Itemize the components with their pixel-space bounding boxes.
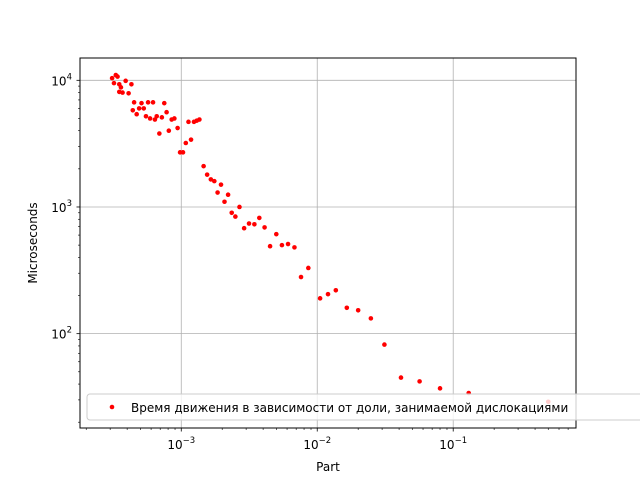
data-point xyxy=(208,177,214,182)
legend-box xyxy=(86,393,640,421)
data-point xyxy=(197,117,202,122)
data-point xyxy=(123,78,128,84)
data-point xyxy=(186,119,191,125)
data-point xyxy=(147,116,153,121)
axes-frame xyxy=(79,57,577,429)
y-axis-label: Microseconds xyxy=(26,202,40,283)
data-point xyxy=(222,199,227,205)
data-point xyxy=(325,291,331,297)
data-point xyxy=(225,192,231,198)
data-point xyxy=(233,214,238,219)
data-point xyxy=(229,210,235,216)
data-point xyxy=(136,106,142,111)
data-point xyxy=(139,100,144,106)
data-point xyxy=(118,85,124,90)
data-point xyxy=(126,90,131,96)
data-point xyxy=(298,274,304,280)
data-point xyxy=(183,140,189,146)
data-point xyxy=(368,316,374,321)
data-point xyxy=(398,375,404,380)
data-point xyxy=(306,265,311,271)
data-point xyxy=(134,111,139,117)
x-tick-label: 10−2 xyxy=(303,436,331,452)
data-point xyxy=(257,215,262,221)
data-point xyxy=(344,305,350,311)
y-tick-label: 102 xyxy=(51,326,72,342)
data-point xyxy=(201,163,206,169)
data-point xyxy=(130,107,136,113)
data-point xyxy=(437,386,443,391)
data-point xyxy=(279,242,285,248)
data-point xyxy=(285,241,291,247)
data-point xyxy=(355,307,361,313)
data-point xyxy=(274,231,279,237)
data-point xyxy=(145,100,151,105)
x-tick-label: 10−1 xyxy=(439,436,467,452)
data-point xyxy=(317,296,323,301)
data-point xyxy=(180,150,186,155)
x-tick-label: 10−3 xyxy=(167,436,195,452)
data-point xyxy=(129,81,134,87)
data-point xyxy=(115,74,120,79)
data-point xyxy=(212,178,217,184)
data-point xyxy=(252,221,257,227)
data-point xyxy=(109,75,115,81)
data-point xyxy=(131,100,137,105)
data-point xyxy=(204,172,210,177)
data-point xyxy=(164,109,169,115)
data-point xyxy=(172,116,177,121)
legend-label: Время движения в зависимости от доли, за… xyxy=(131,401,568,415)
data-point xyxy=(417,379,422,384)
x-axis-label: Part xyxy=(316,460,340,474)
data-point xyxy=(175,125,180,131)
data-point xyxy=(241,225,247,231)
data-point xyxy=(267,243,273,249)
data-point xyxy=(150,100,156,105)
data-point xyxy=(111,80,117,86)
data-point xyxy=(215,190,220,195)
data-point xyxy=(262,225,267,230)
data-point xyxy=(154,113,160,119)
data-point xyxy=(157,131,162,136)
data-point xyxy=(333,287,339,293)
data-point xyxy=(161,100,167,106)
axis-ticks: 10−3 10−2 10−1 102 103 104 xyxy=(51,72,569,452)
data-point xyxy=(166,128,172,134)
y-tick-label: 104 xyxy=(51,72,72,88)
data-point xyxy=(188,137,194,142)
legend: Время движения в зависимости от доли, за… xyxy=(86,393,640,421)
scatter-series xyxy=(109,72,551,405)
data-point xyxy=(292,245,297,250)
data-point xyxy=(143,113,149,119)
data-point xyxy=(246,221,252,226)
data-point xyxy=(141,106,147,111)
data-point xyxy=(218,182,224,187)
data-point xyxy=(159,115,165,120)
legend-marker xyxy=(109,404,115,410)
data-point xyxy=(382,342,387,347)
y-tick-label: 103 xyxy=(51,199,72,215)
grid xyxy=(80,58,576,428)
data-point xyxy=(237,204,242,210)
data-point xyxy=(120,90,125,95)
